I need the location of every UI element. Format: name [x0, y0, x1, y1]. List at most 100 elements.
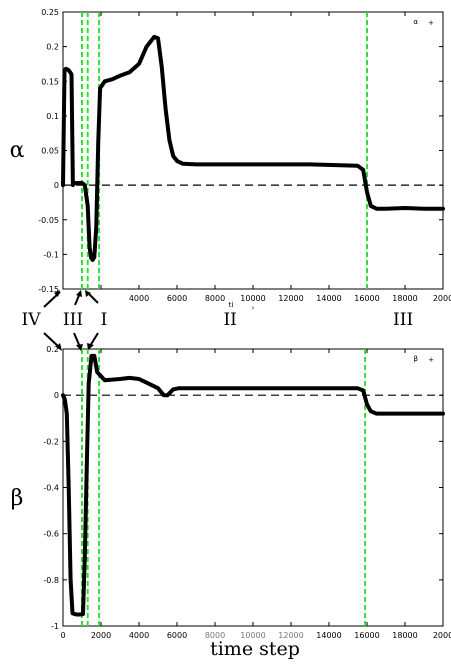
series-point [70, 611, 75, 615]
series-point [175, 159, 179, 163]
xtick-label: 6000 [167, 294, 187, 303]
arrow-iii-up-head [76, 290, 82, 297]
series-point [160, 65, 164, 69]
series-point [86, 204, 90, 208]
series-point [181, 162, 185, 166]
series-point [441, 207, 445, 211]
ytick-label: -0.1 [43, 250, 59, 259]
panel-alpha-legend-marker: + [428, 19, 434, 27]
xtick-label: 14000 [316, 631, 341, 640]
series-point [137, 62, 141, 66]
series-point [76, 181, 80, 185]
series-point [92, 354, 96, 358]
series-point [384, 412, 388, 416]
series-point [61, 183, 65, 187]
series-line [61, 34, 445, 262]
series-point [83, 183, 87, 187]
xtick-label: 10000 [240, 631, 265, 640]
ytick-label: -0.05 [38, 216, 59, 225]
panel-alpha-ylabel: α [10, 138, 25, 163]
series-point [403, 412, 407, 416]
series-point [110, 77, 114, 81]
panel-alpha-series [61, 34, 445, 262]
series-point [72, 181, 76, 185]
series-point [118, 74, 122, 78]
xtick-label: 18000 [392, 631, 417, 640]
ytick-label: 0 [54, 391, 59, 400]
xtick-label: 16000 [354, 294, 379, 303]
series-point [365, 402, 369, 406]
series-point [194, 162, 198, 166]
series-point [127, 70, 132, 74]
xtick-label: 16000 [354, 631, 379, 640]
series-point [127, 376, 132, 380]
series-point [91, 258, 95, 262]
xtick-label: 6000 [167, 631, 187, 640]
series-point [374, 207, 379, 211]
series-point [361, 388, 365, 393]
series-point [103, 79, 107, 83]
series-point [89, 354, 94, 358]
series-point [87, 382, 91, 386]
region-labels: IV III I II III [22, 310, 414, 330]
xtick-label: 4000 [129, 631, 149, 640]
series-point [365, 190, 369, 194]
region-label: III [63, 310, 83, 330]
series-point [146, 382, 151, 386]
series-point [156, 36, 160, 40]
panel-alpha-ticks: 0.25 0.2 0.15 0.1 0.05 0 -0.05 -0.1 -0.15 4000 600… [38, 8, 451, 303]
panel-beta-legend-label: β [414, 355, 418, 363]
arrow-i-up-head [85, 290, 91, 297]
region-label: IV [22, 310, 42, 330]
region-label: II [223, 310, 236, 330]
xtick-label: 12000 [278, 294, 303, 303]
arrow-i-down [89, 332, 99, 347]
series-point [103, 378, 107, 382]
series-point [98, 86, 102, 90]
ytick-label: 0.15 [41, 77, 59, 86]
panel-beta-series [61, 353, 445, 617]
series-point [355, 164, 360, 168]
series-point [369, 409, 373, 413]
panel-alpha-region-markers [81, 12, 368, 289]
xtick-label: 8000 [205, 294, 225, 303]
series-point [165, 393, 170, 397]
series-point [308, 386, 312, 390]
series-point [63, 398, 67, 402]
series-point [164, 107, 168, 111]
series-point [95, 370, 99, 374]
series-point [251, 162, 255, 166]
arrow-iv-down [43, 332, 61, 349]
arrow-iii-down-head [76, 344, 83, 351]
xtick-label: 2000 [91, 631, 111, 640]
series-point [94, 225, 98, 229]
xtick-label: 8000 [205, 631, 225, 640]
series-point [194, 386, 198, 390]
series-point [355, 386, 360, 390]
ytick-label: -0.15 [38, 285, 59, 294]
region-label: III [393, 310, 413, 330]
xtick-label: 12000 [278, 631, 303, 640]
ytick-label: 0.2 [46, 43, 59, 52]
series-point [361, 168, 365, 172]
region-label: I [101, 310, 108, 330]
series-point [92, 255, 96, 259]
series-point [64, 67, 68, 71]
ytick-label: -0.4 [43, 484, 59, 493]
series-point [137, 377, 141, 381]
panel-beta-region-markers [81, 349, 367, 626]
arrow-i-down-head [87, 343, 94, 350]
series-point [167, 138, 171, 142]
series-point [78, 612, 82, 617]
series-point [156, 386, 160, 390]
series-point [384, 207, 388, 211]
series-point [369, 204, 373, 208]
series-point [83, 555, 87, 559]
panel-beta-ticks: 0.20-0.2-0.4-0.6-0.8-10 2000 4000 6000 8000 1… [43, 345, 451, 640]
arrow-iv-up-head [54, 290, 60, 297]
series-point [162, 393, 166, 397]
xtick-label: 0 [60, 631, 65, 640]
series-point [145, 45, 149, 49]
panel-beta-xlabel: time step [210, 638, 300, 660]
